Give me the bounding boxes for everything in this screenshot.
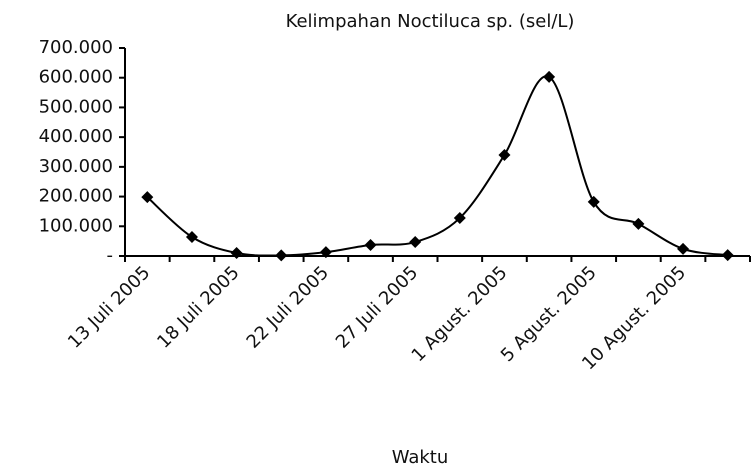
marker <box>275 249 288 262</box>
x-tick-label: 18 Juli 2005 <box>153 262 243 352</box>
x-tick-label: 5 Agust. 2005 <box>497 262 601 366</box>
marker <box>677 242 690 255</box>
marker <box>185 230 198 243</box>
marker <box>587 195 600 208</box>
y-tick-label: 600.000 <box>39 67 113 88</box>
marker <box>230 247 243 260</box>
series-line <box>146 75 728 257</box>
marker <box>498 148 511 161</box>
marker <box>364 239 377 252</box>
x-axis-label: Waktu <box>392 447 449 468</box>
marker <box>632 217 645 230</box>
y-tick-label: 700.000 <box>39 37 113 58</box>
y-tick-label: 100.000 <box>39 215 113 236</box>
y-tick-label: 300.000 <box>39 156 113 177</box>
marker <box>319 246 332 259</box>
x-tick-label: 27 Juli 2005 <box>332 262 422 352</box>
marker <box>453 211 466 224</box>
marker <box>721 249 734 262</box>
marker <box>543 70 556 83</box>
y-tick-label: 200.000 <box>39 186 113 207</box>
chart-title: Kelimpahan Noctiluca sp. (sel/L) <box>286 11 575 32</box>
marker <box>141 191 154 204</box>
x-tick-label: 1 Agust. 2005 <box>408 262 512 366</box>
y-tick-label: - <box>107 245 114 266</box>
x-tick-label: 13 Juli 2005 <box>64 262 154 352</box>
y-tick-label: 500.000 <box>39 96 113 117</box>
y-tick-label: 400.000 <box>39 126 113 147</box>
marker <box>409 236 422 249</box>
x-tick-label: 22 Juli 2005 <box>243 262 333 352</box>
